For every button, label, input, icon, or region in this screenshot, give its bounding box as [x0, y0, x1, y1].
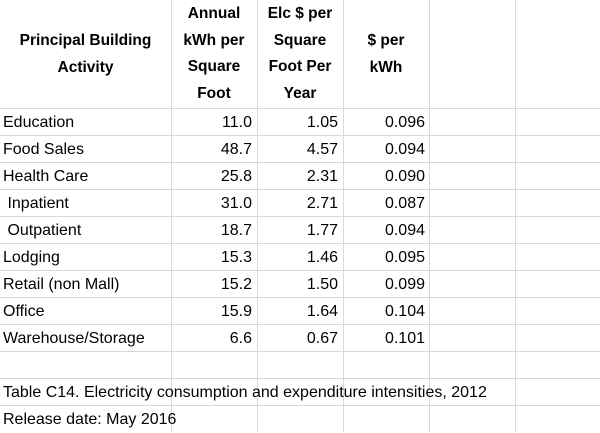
kwh-cell[interactable]: 18.7 [220, 222, 252, 239]
activity-cell[interactable]: Food Sales [3, 141, 84, 158]
activity-cell[interactable]: Health Care [3, 168, 89, 185]
gridline [0, 405, 600, 406]
gridline [0, 135, 600, 136]
activity-cell[interactable]: Education [3, 114, 75, 131]
activity-cell[interactable]: Lodging [3, 249, 60, 266]
header-line: Activity [57, 58, 114, 76]
gridline [0, 243, 600, 244]
kwh-cell[interactable]: 15.3 [220, 249, 252, 266]
gridline [0, 108, 600, 109]
dollars-sqft-cell[interactable]: 1.46 [306, 249, 338, 266]
header-line: Foot [197, 84, 231, 102]
header-line: Annual [187, 5, 241, 22]
header-line: Elc $ per [267, 5, 333, 22]
gridline [0, 324, 600, 325]
gridline [0, 378, 600, 379]
dollars-sqft-cell[interactable]: 1.50 [306, 276, 338, 293]
activity-cell[interactable]: Inpatient [3, 195, 69, 212]
kwh-cell[interactable]: 25.8 [220, 168, 252, 185]
header-line: Square [273, 31, 327, 49]
release-date[interactable]: Release date: May 2016 [3, 411, 177, 428]
header-dollars-sqft: Elc $ per Square Foot Per Year [257, 1, 343, 107]
dollars-kwh-cell[interactable]: 0.095 [384, 249, 425, 266]
header-kwh: Annual kWh per Square Foot [171, 1, 257, 107]
header-line: Principal Building [19, 32, 152, 49]
dollars-kwh-cell[interactable]: 0.104 [384, 303, 425, 320]
dollars-sqft-cell[interactable]: 2.71 [306, 195, 338, 212]
header-line: kWh per [183, 31, 245, 49]
gridline [0, 270, 600, 271]
dollars-kwh-cell[interactable]: 0.101 [384, 330, 425, 347]
dollars-kwh-cell[interactable]: 0.094 [384, 141, 425, 158]
gridline [0, 297, 600, 298]
gridline [0, 351, 600, 352]
dollars-sqft-cell[interactable]: 1.77 [306, 222, 338, 239]
table-caption[interactable]: Table C14. Electricity consumption and e… [3, 384, 487, 401]
gridline [0, 162, 600, 163]
header-line: Square [187, 58, 241, 75]
header-line: Foot Per [268, 58, 332, 75]
dollars-kwh-cell[interactable]: 0.099 [384, 276, 425, 293]
activity-cell[interactable]: Outpatient [3, 222, 82, 239]
dollars-kwh-cell[interactable]: 0.096 [384, 114, 425, 131]
kwh-cell[interactable]: 48.7 [220, 141, 252, 158]
kwh-cell[interactable]: 31.0 [220, 195, 252, 212]
gridline [0, 189, 600, 190]
kwh-cell[interactable]: 15.2 [220, 276, 252, 293]
dollars-kwh-cell[interactable]: 0.094 [384, 222, 425, 239]
header-line: kWh [369, 58, 403, 76]
dollars-kwh-cell[interactable]: 0.087 [384, 195, 425, 212]
activity-cell[interactable]: Office [3, 303, 45, 320]
activity-cell[interactable]: Retail (non Mall) [3, 276, 120, 293]
activity-cell[interactable]: Warehouse/Storage [3, 330, 145, 347]
header-dollars-kwh: $ per kWh [343, 28, 429, 81]
dollars-sqft-cell[interactable]: 0.67 [306, 330, 338, 347]
gridline [0, 216, 600, 217]
dollars-sqft-cell[interactable]: 4.57 [306, 141, 338, 158]
header-activity: Principal Building Activity [0, 28, 171, 81]
kwh-cell[interactable]: 15.9 [220, 303, 252, 320]
dollars-kwh-cell[interactable]: 0.090 [384, 168, 425, 185]
dollars-sqft-cell[interactable]: 1.64 [306, 303, 338, 320]
kwh-cell[interactable]: 11.0 [222, 114, 252, 131]
kwh-cell[interactable]: 6.6 [229, 330, 252, 347]
dollars-sqft-cell[interactable]: 1.05 [306, 114, 338, 131]
header-line: Year [283, 84, 317, 102]
header-line: $ per [367, 32, 405, 49]
dollars-sqft-cell[interactable]: 2.31 [306, 168, 338, 185]
